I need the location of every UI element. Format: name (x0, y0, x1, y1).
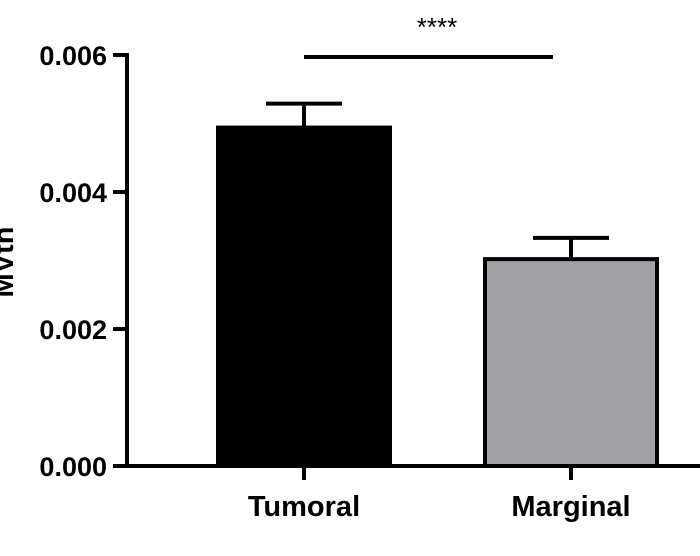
y-axis-title: MVth (0, 227, 20, 298)
bar-tumoral (216, 125, 392, 469)
y-tick-label: 0.002 (39, 315, 107, 345)
y-axis-ticks: 0.000 0.002 0.004 0.006 (39, 41, 127, 482)
significance-label: **** (417, 12, 457, 42)
bar-marginal (483, 257, 659, 468)
y-tick-label: 0.000 (39, 452, 107, 482)
x-tick-label: Marginal (511, 491, 630, 523)
bars-group: Tumoral Marginal (216, 101, 659, 523)
y-tick-label: 0.006 (39, 41, 107, 71)
y-tick-label: 0.004 (39, 178, 107, 208)
x-tick-label: Tumoral (248, 491, 360, 523)
